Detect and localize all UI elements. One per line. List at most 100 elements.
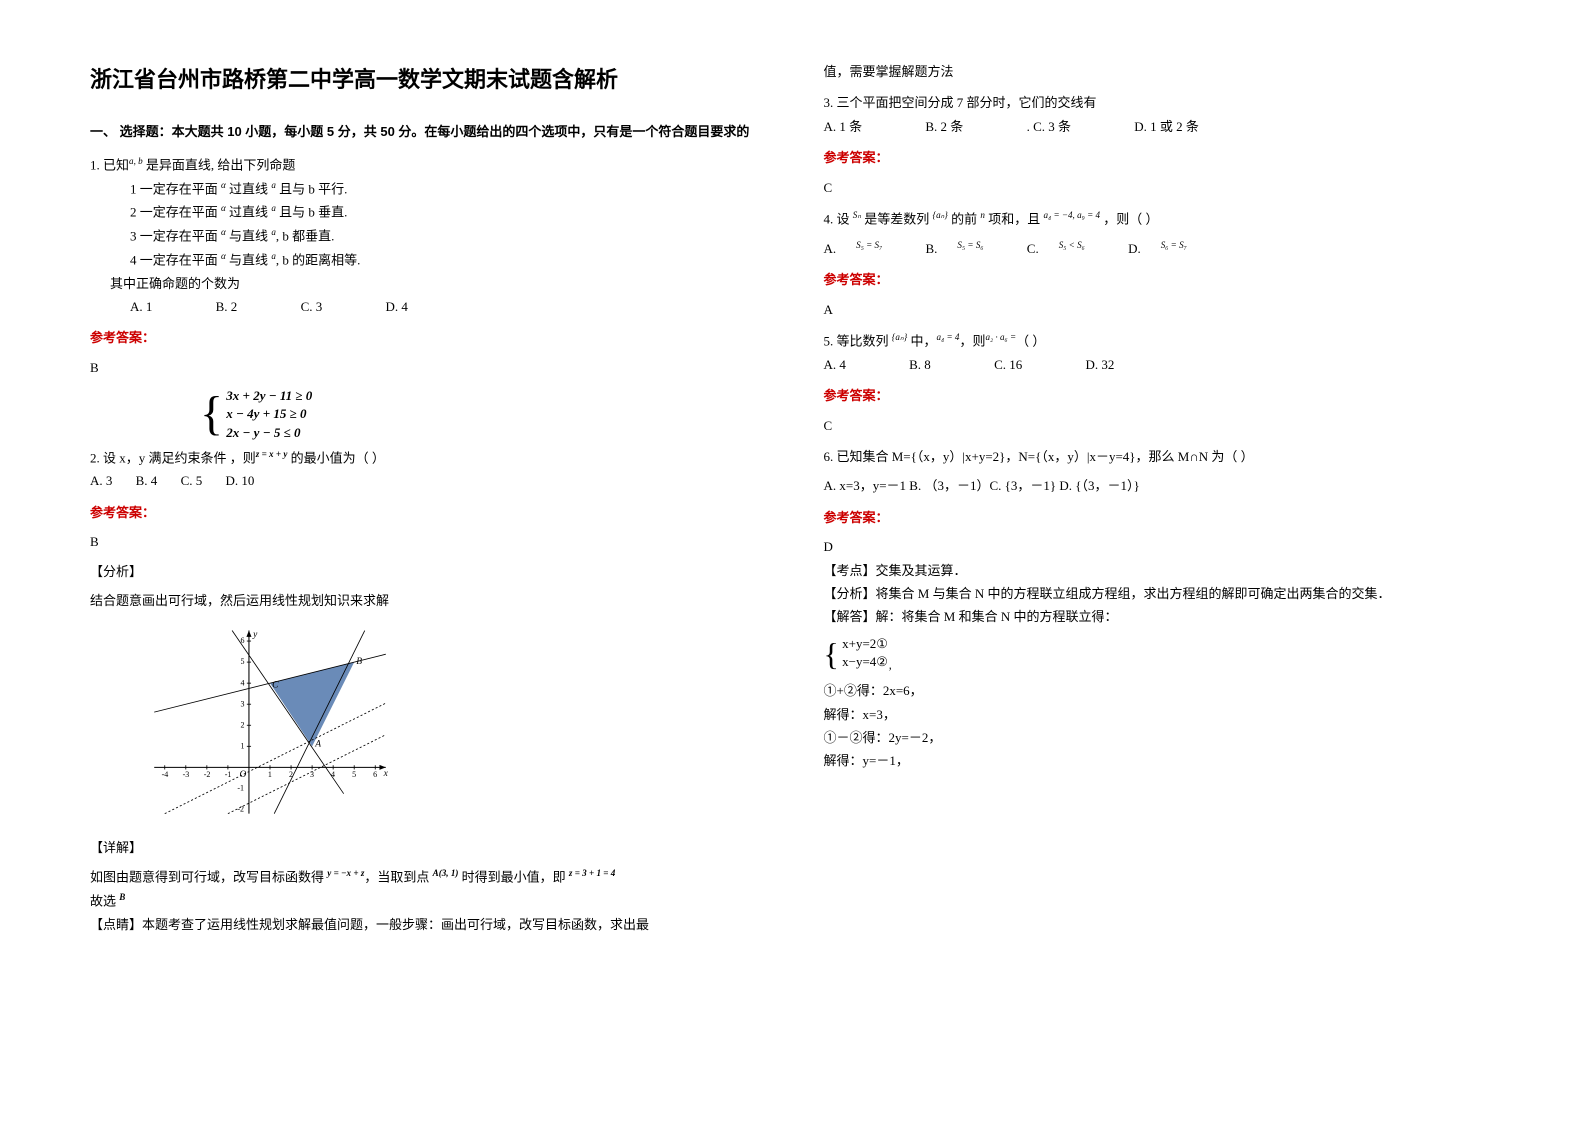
q4-answer: A: [824, 298, 1498, 321]
q1-p2a: 2 一定存在平面: [130, 205, 221, 220]
q6-sol: 【解答】解：将集合 M 和集合 N 中的方程联立得：: [824, 605, 1498, 628]
svg-text:4: 4: [241, 679, 245, 688]
q4-sb: 是等差数列: [861, 211, 933, 226]
q2-stem-c: 的最小值为（ ）: [287, 450, 385, 465]
q5-answer: C: [824, 414, 1498, 437]
q6-kp: 【考点】交集及其运算．: [824, 559, 1498, 582]
q4-se: ，则（ ）: [1100, 211, 1159, 226]
q2-opt-d: D. 10: [225, 469, 254, 492]
q2-conclude-text: 故选: [90, 893, 119, 908]
y-label: y: [252, 630, 258, 640]
q2-tip-cont: 值，需要掌握解题方法: [824, 60, 1498, 83]
q3-answer: C: [824, 176, 1498, 199]
question-1: 1. 已知a, b 是异面直线, 给出下列命题 1 一定存在平面 α 过直线 a…: [90, 153, 764, 318]
q1-stem-text2: 是异面直线, 给出下列命题: [143, 157, 296, 172]
question-5: 5. 等比数列 {aₙ} 中，a₄ = 4，则a₂ · a₆ =（ ） A. 4…: [824, 329, 1498, 376]
svg-text:2: 2: [241, 721, 245, 730]
dash-line-2: [228, 735, 386, 814]
q4-d-pre: D.: [1128, 237, 1141, 260]
q6-kp-text: 交集及其运算．: [876, 563, 967, 578]
q2-options: A. 3 B. 4 C. 5 D. 10: [90, 469, 764, 492]
q3-answer-label: 参考答案：: [824, 146, 1498, 169]
q2-analysis: 结合题意画出可行域，然后运用线性规划知识来求解: [90, 589, 764, 612]
q4-stem: 4. 设 Sₙ 是等差数列 {aₙ} 的前 n 项和，且 a₄ = −4, a₉…: [824, 207, 1498, 231]
svg-text:-1: -1: [237, 784, 244, 793]
q1-answer: B: [90, 356, 764, 379]
q6-eqs: x+y=2① x−y=4②，: [842, 635, 897, 674]
q2-figure: x y O A B C -4-3-2-1 123456 123456 -1-2: [140, 620, 764, 827]
svg-text:5: 5: [241, 658, 245, 667]
q6-step1: ①+②得：2x=6，: [824, 679, 1498, 702]
q6-sol-intro: 解：将集合 M 和集合 N 中的方程联立得：: [876, 609, 1118, 624]
q1-opt-a: A. 1: [130, 295, 152, 318]
svg-text:3: 3: [310, 770, 314, 779]
q1-p1b: 过直线: [226, 181, 272, 196]
q3-opt-c: . C. 3 条: [1027, 115, 1071, 138]
q4-answer-label: 参考答案：: [824, 268, 1498, 291]
q4-cond: a₄ = −4, a₉ = 4: [1043, 210, 1100, 220]
q1-p4c: , b 的距离相等.: [276, 252, 361, 267]
q2-detail: 如图由题意得到可行域，改写目标函数得 y = −x + z，当取到点 A(3, …: [90, 865, 764, 889]
q2-tip: 【点睛】本题考查了运用线性规划求解最值问题，一般步骤：画出可行域，改写目标函数，…: [90, 913, 764, 936]
svg-text:-3: -3: [183, 770, 190, 779]
q2-answer: B: [90, 530, 764, 553]
tick-labels: -4-3-2-1 123456 123456 -1-2: [162, 637, 378, 814]
question-3: 3. 三个平面把空间分成 7 部分时，它们的交线有 A. 1 条 B. 2 条 …: [824, 91, 1498, 138]
q2-zexpr: z = x + y: [256, 449, 288, 459]
q6-step2: 解得：x=3，: [824, 703, 1498, 726]
q2-tip-a: 本题考查了运用线性规划求解最值问题，一般步骤：画出可行域，改写目标函数，求出最: [142, 917, 649, 932]
q5-sc: ，则: [959, 334, 985, 349]
q2-constraints: 3x + 2y − 11 ≥ 0 x − 4y + 15 ≥ 0 2x − y …: [226, 387, 312, 442]
q4-a-m: S₅ = S₇: [856, 237, 882, 253]
svg-text:3: 3: [241, 700, 245, 709]
q2-pt: A(3, 1): [433, 868, 459, 878]
q5-opt-a: A. 4: [824, 353, 846, 376]
q1-opt-d: D. 4: [385, 295, 407, 318]
q2-detail-a: 如图由题意得到可行域，改写目标函数得: [90, 869, 327, 884]
svg-text:6: 6: [241, 637, 245, 646]
q6-step3: ①－②得：2y=－2，: [824, 726, 1498, 749]
q1-p4b: 与直线: [226, 252, 272, 267]
q6-an-label: 【分析】: [824, 586, 876, 601]
q4-c-m: S₅ < S₆: [1059, 237, 1085, 253]
section-header: 一、 选择题：本大题共 10 小题，每小题 5 分，共 50 分。在每小题给出的…: [90, 120, 764, 143]
q1-prop-1: 1 一定存在平面 α 过直线 a 且与 b 平行.: [130, 177, 764, 201]
q5-sb: 中，: [907, 334, 936, 349]
q6-kp-label: 【考点】: [824, 563, 876, 578]
q1-p2b: 过直线: [226, 205, 272, 220]
q6-eqsys: { x+y=2① x−y=4②，: [824, 635, 1498, 674]
q2-c2: x − 4y + 15 ≥ 0: [226, 405, 312, 423]
svg-text:-2: -2: [204, 770, 211, 779]
q6-step4: 解得：y=－1，: [824, 749, 1498, 772]
q1-p3b: 与直线: [226, 228, 272, 243]
brace-icon2: {: [824, 638, 839, 670]
svg-text:-1: -1: [225, 770, 232, 779]
q2-stem-b: ，则: [230, 450, 256, 465]
q1-opt-c: C. 3: [301, 295, 323, 318]
svg-text:-4: -4: [162, 770, 169, 779]
q6-an-text: 将集合 M 与集合 N 中的方程联立组成方程组，求出方程组的解即可确定出两集合的…: [876, 586, 1391, 601]
q6-answer-label: 参考答案：: [824, 506, 1498, 529]
svg-text:1: 1: [268, 770, 272, 779]
q4-an: {aₙ}: [932, 210, 947, 220]
q1-stem: 1. 已知a, b 是异面直线, 给出下列命题: [90, 153, 764, 177]
q2-answer-label: 参考答案：: [90, 501, 764, 524]
q5-a4: a₄ = 4: [936, 332, 959, 342]
q1-prop-2: 2 一定存在平面 α 过直线 a 且与 b 垂直.: [130, 200, 764, 224]
feasible-region-chart: x y O A B C -4-3-2-1 123456 123456 -1-2: [140, 620, 400, 820]
svg-text:6: 6: [373, 770, 377, 779]
q1-p1c: 且与 b 平行.: [276, 181, 348, 196]
q6-comma: ，: [888, 662, 897, 672]
q4-sd: 项和，且: [985, 211, 1044, 226]
q4-opt-d: D. S₆ = S₇: [1128, 237, 1207, 261]
q1-prop-4: 4 一定存在平面 α 与直线 a, b 的距离相等.: [130, 248, 764, 272]
q5-stem: 5. 等比数列 {aₙ} 中，a₄ = 4，则a₂ · a₆ =（ ）: [824, 329, 1498, 353]
q2-opt-a: A. 3: [90, 469, 112, 492]
svg-text:2: 2: [289, 770, 293, 779]
q6-sol-label: 【解答】: [824, 609, 876, 624]
q2-yexpr: y = −x + z: [327, 868, 364, 878]
q2-c1: 3x + 2y − 11 ≥ 0: [226, 387, 312, 405]
svg-text:5: 5: [352, 770, 356, 779]
question-6: 6. 已知集合 M={（x，y）|x+y=2}，N={（x，y）|x－y=4}，…: [824, 445, 1498, 498]
pt-a-label: A: [314, 740, 321, 750]
